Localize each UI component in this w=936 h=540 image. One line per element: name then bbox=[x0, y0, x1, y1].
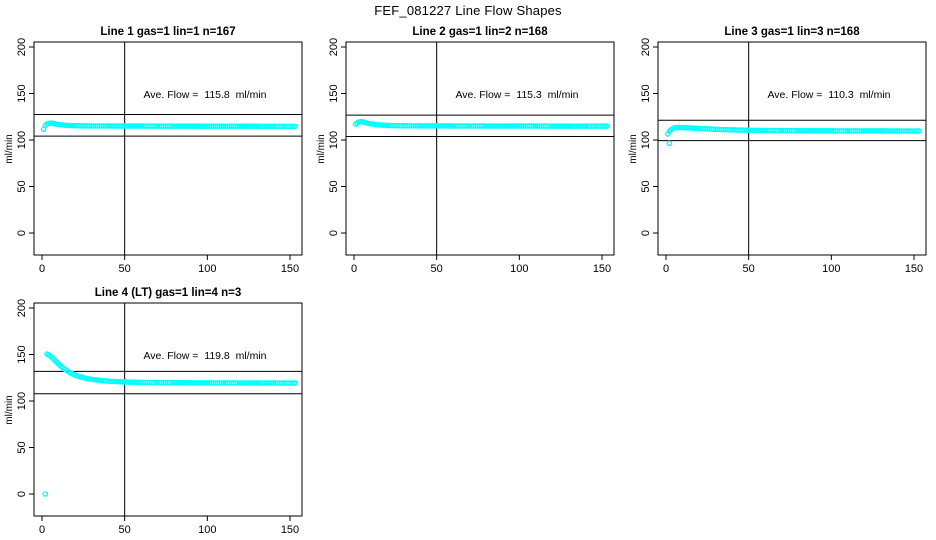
x-tick-label: 100 bbox=[822, 263, 840, 275]
y-axis-label: ml/min bbox=[4, 134, 15, 163]
x-tick-label: 50 bbox=[431, 263, 443, 275]
data-point bbox=[604, 123, 610, 129]
plot-box bbox=[33, 41, 303, 256]
data-point bbox=[673, 124, 679, 131]
data-points bbox=[40, 120, 298, 133]
y-tick-label: 100 bbox=[328, 131, 340, 149]
data-point bbox=[59, 122, 65, 128]
x-tick-label: 0 bbox=[351, 263, 357, 275]
y-tick-label: 50 bbox=[328, 180, 340, 192]
data-point bbox=[914, 128, 920, 134]
y-axis-label: ml/min bbox=[628, 134, 639, 163]
ave-flow-annotation: Ave. Flow = 115.3 ml/min bbox=[455, 89, 578, 101]
x-tick-label: 150 bbox=[593, 263, 611, 275]
y-tick-label: 150 bbox=[328, 84, 340, 102]
y-tick-label: 200 bbox=[328, 38, 340, 56]
y-tick-label: 150 bbox=[640, 84, 652, 102]
x-tick-label: 100 bbox=[198, 524, 216, 536]
y-tick-label: 200 bbox=[16, 38, 28, 56]
data-point bbox=[376, 122, 382, 128]
data-point bbox=[69, 122, 75, 129]
plot-box bbox=[345, 41, 615, 256]
ave-flow-annotation: Ave. Flow = 110.3 ml/min bbox=[767, 89, 890, 101]
x-tick-label: 0 bbox=[39, 524, 45, 536]
y-axis-label: ml/min bbox=[4, 395, 15, 424]
x-tick-label: 100 bbox=[198, 263, 216, 275]
data-point bbox=[693, 125, 699, 132]
data-points bbox=[664, 124, 922, 147]
y-tick-label: 200 bbox=[640, 38, 652, 56]
y-tick-label: 150 bbox=[16, 84, 28, 102]
x-tick-label: 50 bbox=[119, 524, 131, 536]
data-point bbox=[292, 123, 298, 130]
y-tick-label: 100 bbox=[640, 131, 652, 149]
y-tick-label: 100 bbox=[16, 131, 28, 149]
data-point bbox=[290, 123, 296, 130]
panel-line-3: 0 50 100 150 0 50 100 150 200 ml/min Line 3 gas=1 … bbox=[624, 22, 936, 278]
panel-line-2: 0 50 100 150 0 50 100 150 200 ml/min Line 2 gas=1 … bbox=[312, 22, 624, 278]
y-tick-label: 100 bbox=[16, 392, 28, 410]
line-4-chart: 0 50 100 150 0 50 100 150 200 ml/min Line 4 (LT) g… bbox=[4, 287, 303, 536]
y-tick-label: 0 bbox=[328, 230, 340, 236]
data-point bbox=[676, 124, 682, 131]
x-tick-label: 150 bbox=[905, 263, 923, 275]
data-points bbox=[352, 118, 610, 129]
x-tick-label: 100 bbox=[510, 263, 528, 275]
panel-title: Line 1 gas=1 lin=1 n=167 bbox=[100, 26, 235, 38]
data-point bbox=[683, 124, 689, 131]
x-tick-label: 150 bbox=[281, 263, 299, 275]
x-tick-label: 0 bbox=[39, 263, 45, 275]
line-3-chart: 0 50 100 150 0 50 100 150 200 ml/min Line 3 gas=1 … bbox=[628, 26, 927, 275]
data-point bbox=[916, 128, 922, 134]
y-axis-label: ml/min bbox=[316, 134, 327, 163]
y-tick-label: 0 bbox=[16, 230, 28, 236]
panel-line-4: 0 50 100 150 0 50 100 150 200 ml/min Line 4 (LT) g… bbox=[0, 283, 312, 539]
data-point bbox=[292, 380, 298, 386]
x-tick-label: 0 bbox=[663, 263, 669, 275]
panel-title: Line 3 gas=1 lin=3 n=168 bbox=[724, 26, 860, 38]
y-tick-label: 50 bbox=[16, 441, 28, 453]
panel-line-1: 0 50 100 150 0 50 100 150 200 ml/min Line 1 gas=1 … bbox=[0, 22, 312, 278]
line-2-chart: 0 50 100 150 0 50 100 150 200 ml/min Line 2 gas=1 … bbox=[316, 26, 615, 275]
plot-box bbox=[657, 41, 927, 256]
x-tick-label: 150 bbox=[281, 524, 299, 536]
data-points bbox=[42, 351, 298, 497]
x-tick-label: 50 bbox=[743, 263, 755, 275]
y-tick-label: 150 bbox=[16, 345, 28, 363]
y-tick-label: 50 bbox=[640, 180, 652, 192]
y-tick-label: 0 bbox=[640, 230, 652, 236]
y-tick-label: 0 bbox=[16, 491, 28, 497]
y-tick-label: 200 bbox=[16, 299, 28, 317]
ave-flow-annotation: Ave. Flow = 119.8 ml/min bbox=[143, 350, 266, 362]
data-point bbox=[688, 125, 694, 131]
ave-flow-annotation: Ave. Flow = 115.8 ml/min bbox=[143, 89, 266, 101]
plot-box bbox=[33, 302, 303, 517]
data-point bbox=[290, 380, 296, 386]
panel-title: Line 4 (LT) gas=1 lin=4 n=3 bbox=[95, 287, 241, 299]
x-tick-label: 50 bbox=[119, 263, 131, 275]
figure-title: FEF_081227 Line Flow Shapes bbox=[374, 3, 562, 18]
outlier-point bbox=[42, 491, 49, 497]
line-1-chart: 0 50 100 150 0 50 100 150 200 ml/min Line 1 gas=1 … bbox=[4, 26, 303, 275]
data-point bbox=[602, 123, 608, 129]
data-point bbox=[381, 122, 387, 128]
data-point bbox=[64, 122, 70, 129]
y-tick-label: 50 bbox=[16, 180, 28, 192]
panel-title: Line 2 gas=1 lin=2 n=168 bbox=[412, 26, 548, 38]
data-point bbox=[679, 124, 686, 131]
outlier-point bbox=[666, 140, 673, 147]
